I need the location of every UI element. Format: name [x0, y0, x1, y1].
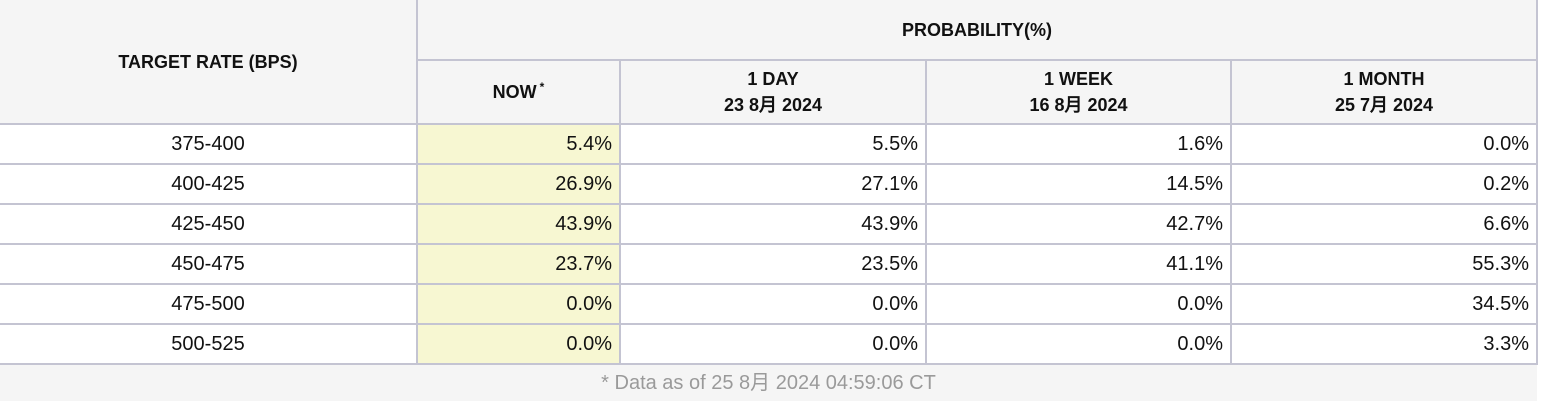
- data-timestamp-note: * Data as of 25 8月 2024 04:59:06 CT: [0, 363, 1537, 401]
- value-cell-1-day: 0.0%: [619, 323, 927, 365]
- value-cell-1-day: 27.1%: [619, 163, 927, 205]
- probability-header: PROBABILITY(%): [416, 0, 1538, 61]
- value-cell-1-day: 23.5%: [619, 243, 927, 285]
- value-cell-1-month: 34.5%: [1230, 283, 1538, 325]
- value-cell-1-month: 6.6%: [1230, 203, 1538, 245]
- column-header-now-label: NOW: [492, 82, 537, 102]
- column-header-1-week-date: 16 8月 2024: [1029, 95, 1128, 115]
- column-header-1-day: 1 DAY 23 8月 2024: [619, 59, 927, 125]
- column-header-1-month: 1 MONTH 25 7月 2024: [1230, 59, 1538, 125]
- column-header-1-day-label: 1 DAY: [747, 69, 799, 89]
- rate-cell: 425-450: [0, 203, 418, 245]
- value-cell-1-week: 42.7%: [925, 203, 1232, 245]
- rate-cell: 400-425: [0, 163, 418, 205]
- footer-row: * Data as of 25 8月 2024 04:59:06 CT: [0, 363, 1537, 401]
- column-header-1-week: 1 WEEK 16 8月 2024: [925, 59, 1232, 125]
- column-header-1-day-date: 23 8月 2024: [723, 95, 823, 115]
- rate-cell: 450-475: [0, 243, 418, 285]
- value-cell-1-day: 5.5%: [619, 123, 927, 165]
- column-header-1-week-label: 1 WEEK: [1043, 69, 1113, 89]
- value-cell-1-week: 0.0%: [925, 323, 1232, 365]
- value-cell-now: 5.4%: [416, 123, 621, 165]
- column-header-now: NOW *: [416, 59, 621, 125]
- table-row: 400-425 26.9% 27.1% 14.5% 0.2%: [0, 163, 1538, 205]
- value-cell-1-week: 41.1%: [925, 243, 1232, 285]
- value-cell-now: 43.9%: [416, 203, 621, 245]
- value-cell-now: 23.7%: [416, 243, 621, 285]
- rate-cell: 375-400: [0, 123, 418, 165]
- asterisk-marker: *: [539, 80, 545, 94]
- table-row: 475-500 0.0% 0.0% 0.0% 34.5%: [0, 283, 1538, 325]
- value-cell-1-month: 3.3%: [1230, 323, 1538, 365]
- column-header-1-month-label: 1 MONTH: [1343, 69, 1425, 89]
- value-cell-1-week: 0.0%: [925, 283, 1232, 325]
- target-rate-header: TARGET RATE (BPS): [0, 0, 418, 125]
- value-cell-1-day: 43.9%: [619, 203, 927, 245]
- column-header-1-month-date: 25 7月 2024: [1334, 95, 1434, 115]
- value-cell-now: 26.9%: [416, 163, 621, 205]
- value-cell-1-week: 14.5%: [925, 163, 1232, 205]
- value-cell-1-month: 55.3%: [1230, 243, 1538, 285]
- rate-cell: 475-500: [0, 283, 418, 325]
- value-cell-1-day: 0.0%: [619, 283, 927, 325]
- value-cell-1-month: 0.0%: [1230, 123, 1538, 165]
- rate-cell: 500-525: [0, 323, 418, 365]
- table-row: 500-525 0.0% 0.0% 0.0% 3.3%: [0, 323, 1538, 365]
- value-cell-now: 0.0%: [416, 283, 621, 325]
- table-row: 425-450 43.9% 43.9% 42.7% 6.6%: [0, 203, 1538, 245]
- table-row: 375-400 5.4% 5.5% 1.6% 0.0%: [0, 123, 1538, 165]
- value-cell-1-week: 1.6%: [925, 123, 1232, 165]
- table-row: 450-475 23.7% 23.5% 41.1% 55.3%: [0, 243, 1538, 285]
- value-cell-now: 0.0%: [416, 323, 621, 365]
- value-cell-1-month: 0.2%: [1230, 163, 1538, 205]
